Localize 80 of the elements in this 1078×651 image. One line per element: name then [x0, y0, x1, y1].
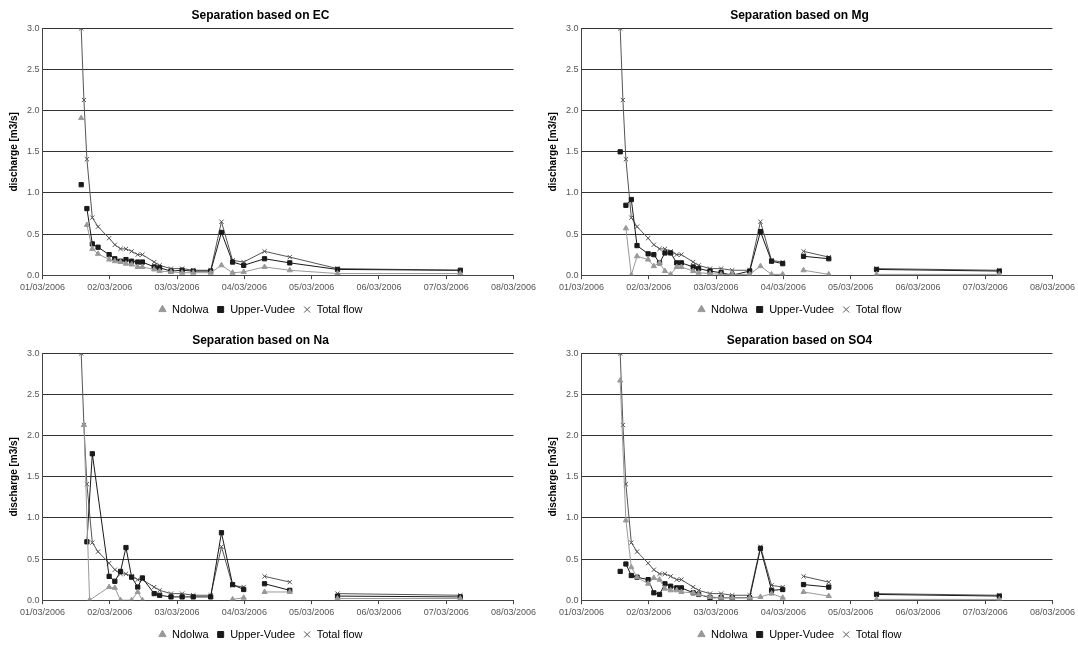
- x-tick-label: 02/03/2006: [626, 282, 672, 293]
- legend-label: Upper-Vudee: [230, 302, 296, 315]
- y-tick-label: 2.0: [566, 430, 579, 441]
- legend-label: Upper-Vudee: [769, 302, 835, 315]
- y-tick-label: 0.0: [566, 269, 579, 280]
- y-tick-label: 0.5: [566, 553, 579, 564]
- legend-label: Upper-Vudee: [769, 627, 835, 640]
- y-tick-label: 0.5: [566, 228, 579, 239]
- y-tick-label: 2.0: [27, 430, 40, 441]
- x-tick-label: 08/03/2006: [1029, 607, 1075, 618]
- y-tick-label: 3.0: [566, 347, 579, 358]
- y-axis-title: discharge [m3/s]: [546, 437, 558, 517]
- y-tick-label: 1.0: [566, 512, 579, 523]
- y-tick-label: 1.5: [27, 471, 40, 482]
- y-tick-label: 1.0: [27, 512, 40, 523]
- legend-label: Ndolwa: [710, 627, 749, 640]
- y-tick-label: 1.0: [27, 187, 40, 198]
- chart-title: Separation based on Mg: [730, 7, 869, 22]
- x-tick-label: 07/03/2006: [423, 282, 469, 293]
- y-tick-label: 2.5: [27, 64, 40, 75]
- y-tick-label: 3.0: [27, 347, 40, 358]
- x-tick-label: 01/03/2006: [19, 607, 66, 618]
- x-tick-label: 06/03/2006: [356, 607, 402, 618]
- x-tick-label: 03/03/2006: [154, 282, 200, 293]
- x-tick-label: 07/03/2006: [423, 607, 469, 618]
- y-axis-title: discharge [m3/s]: [7, 112, 19, 192]
- y-tick-label: 0.0: [27, 269, 40, 280]
- legend-label: Total flow: [855, 627, 902, 640]
- x-tick-label: 03/03/2006: [693, 282, 739, 293]
- y-tick-label: 2.5: [566, 389, 579, 400]
- legend-label: Total flow: [316, 627, 363, 640]
- x-tick-label: 01/03/2006: [558, 607, 605, 618]
- x-tick-label: 02/03/2006: [626, 607, 672, 618]
- y-tick-label: 3.0: [566, 22, 579, 33]
- y-tick-label: 1.0: [566, 187, 579, 198]
- x-tick-label: 03/03/2006: [154, 607, 200, 618]
- legend-label: Ndolwa: [710, 302, 749, 315]
- x-tick-label: 08/03/2006: [490, 282, 536, 293]
- y-tick-label: 2.0: [27, 105, 40, 116]
- x-tick-label: 05/03/2006: [289, 607, 335, 618]
- x-tick-label: 05/03/2006: [828, 607, 874, 618]
- x-tick-label: 02/03/2006: [87, 607, 133, 618]
- legend-label: Ndolwa: [171, 627, 210, 640]
- y-tick-label: 0.5: [27, 553, 40, 564]
- legend-label: Total flow: [316, 302, 363, 315]
- y-tick-label: 3.0: [27, 22, 40, 33]
- x-tick-label: 08/03/2006: [490, 607, 536, 618]
- x-tick-label: 05/03/2006: [289, 282, 335, 293]
- x-tick-label: 05/03/2006: [828, 282, 874, 293]
- x-tick-label: 04/03/2006: [221, 607, 267, 618]
- legend-label: Ndolwa: [171, 302, 210, 315]
- chart-title: Separation based on EC: [191, 7, 330, 22]
- y-axis-title: discharge [m3/s]: [546, 112, 558, 192]
- y-tick-label: 2.5: [566, 64, 579, 75]
- x-tick-label: 01/03/2006: [19, 282, 66, 293]
- x-tick-label: 07/03/2006: [962, 282, 1008, 293]
- x-tick-label: 06/03/2006: [895, 607, 941, 618]
- x-tick-label: 08/03/2006: [1029, 282, 1075, 293]
- chart-title: Separation based on SO4: [726, 332, 873, 347]
- y-tick-label: 2.0: [566, 105, 579, 116]
- y-tick-label: 0.5: [27, 228, 40, 239]
- x-tick-label: 04/03/2006: [760, 282, 806, 293]
- x-tick-label: 03/03/2006: [693, 607, 739, 618]
- y-tick-label: 1.5: [27, 146, 40, 157]
- y-tick-label: 1.5: [566, 146, 579, 157]
- x-tick-label: 06/03/2006: [895, 282, 941, 293]
- x-tick-label: 02/03/2006: [87, 282, 133, 293]
- legend-label: Upper-Vudee: [230, 627, 296, 640]
- y-tick-label: 1.5: [566, 471, 579, 482]
- y-axis-title: discharge [m3/s]: [7, 437, 19, 517]
- x-tick-label: 06/03/2006: [356, 282, 402, 293]
- x-tick-label: 04/03/2006: [221, 282, 267, 293]
- x-tick-label: 01/03/2006: [558, 282, 605, 293]
- x-tick-label: 07/03/2006: [962, 607, 1008, 618]
- y-tick-label: 0.0: [566, 594, 579, 605]
- y-tick-label: 0.0: [27, 594, 40, 605]
- chart-title: Separation based on Na: [192, 332, 330, 347]
- y-tick-label: 2.5: [27, 389, 40, 400]
- x-tick-label: 04/03/2006: [760, 607, 806, 618]
- legend-label: Total flow: [855, 302, 902, 315]
